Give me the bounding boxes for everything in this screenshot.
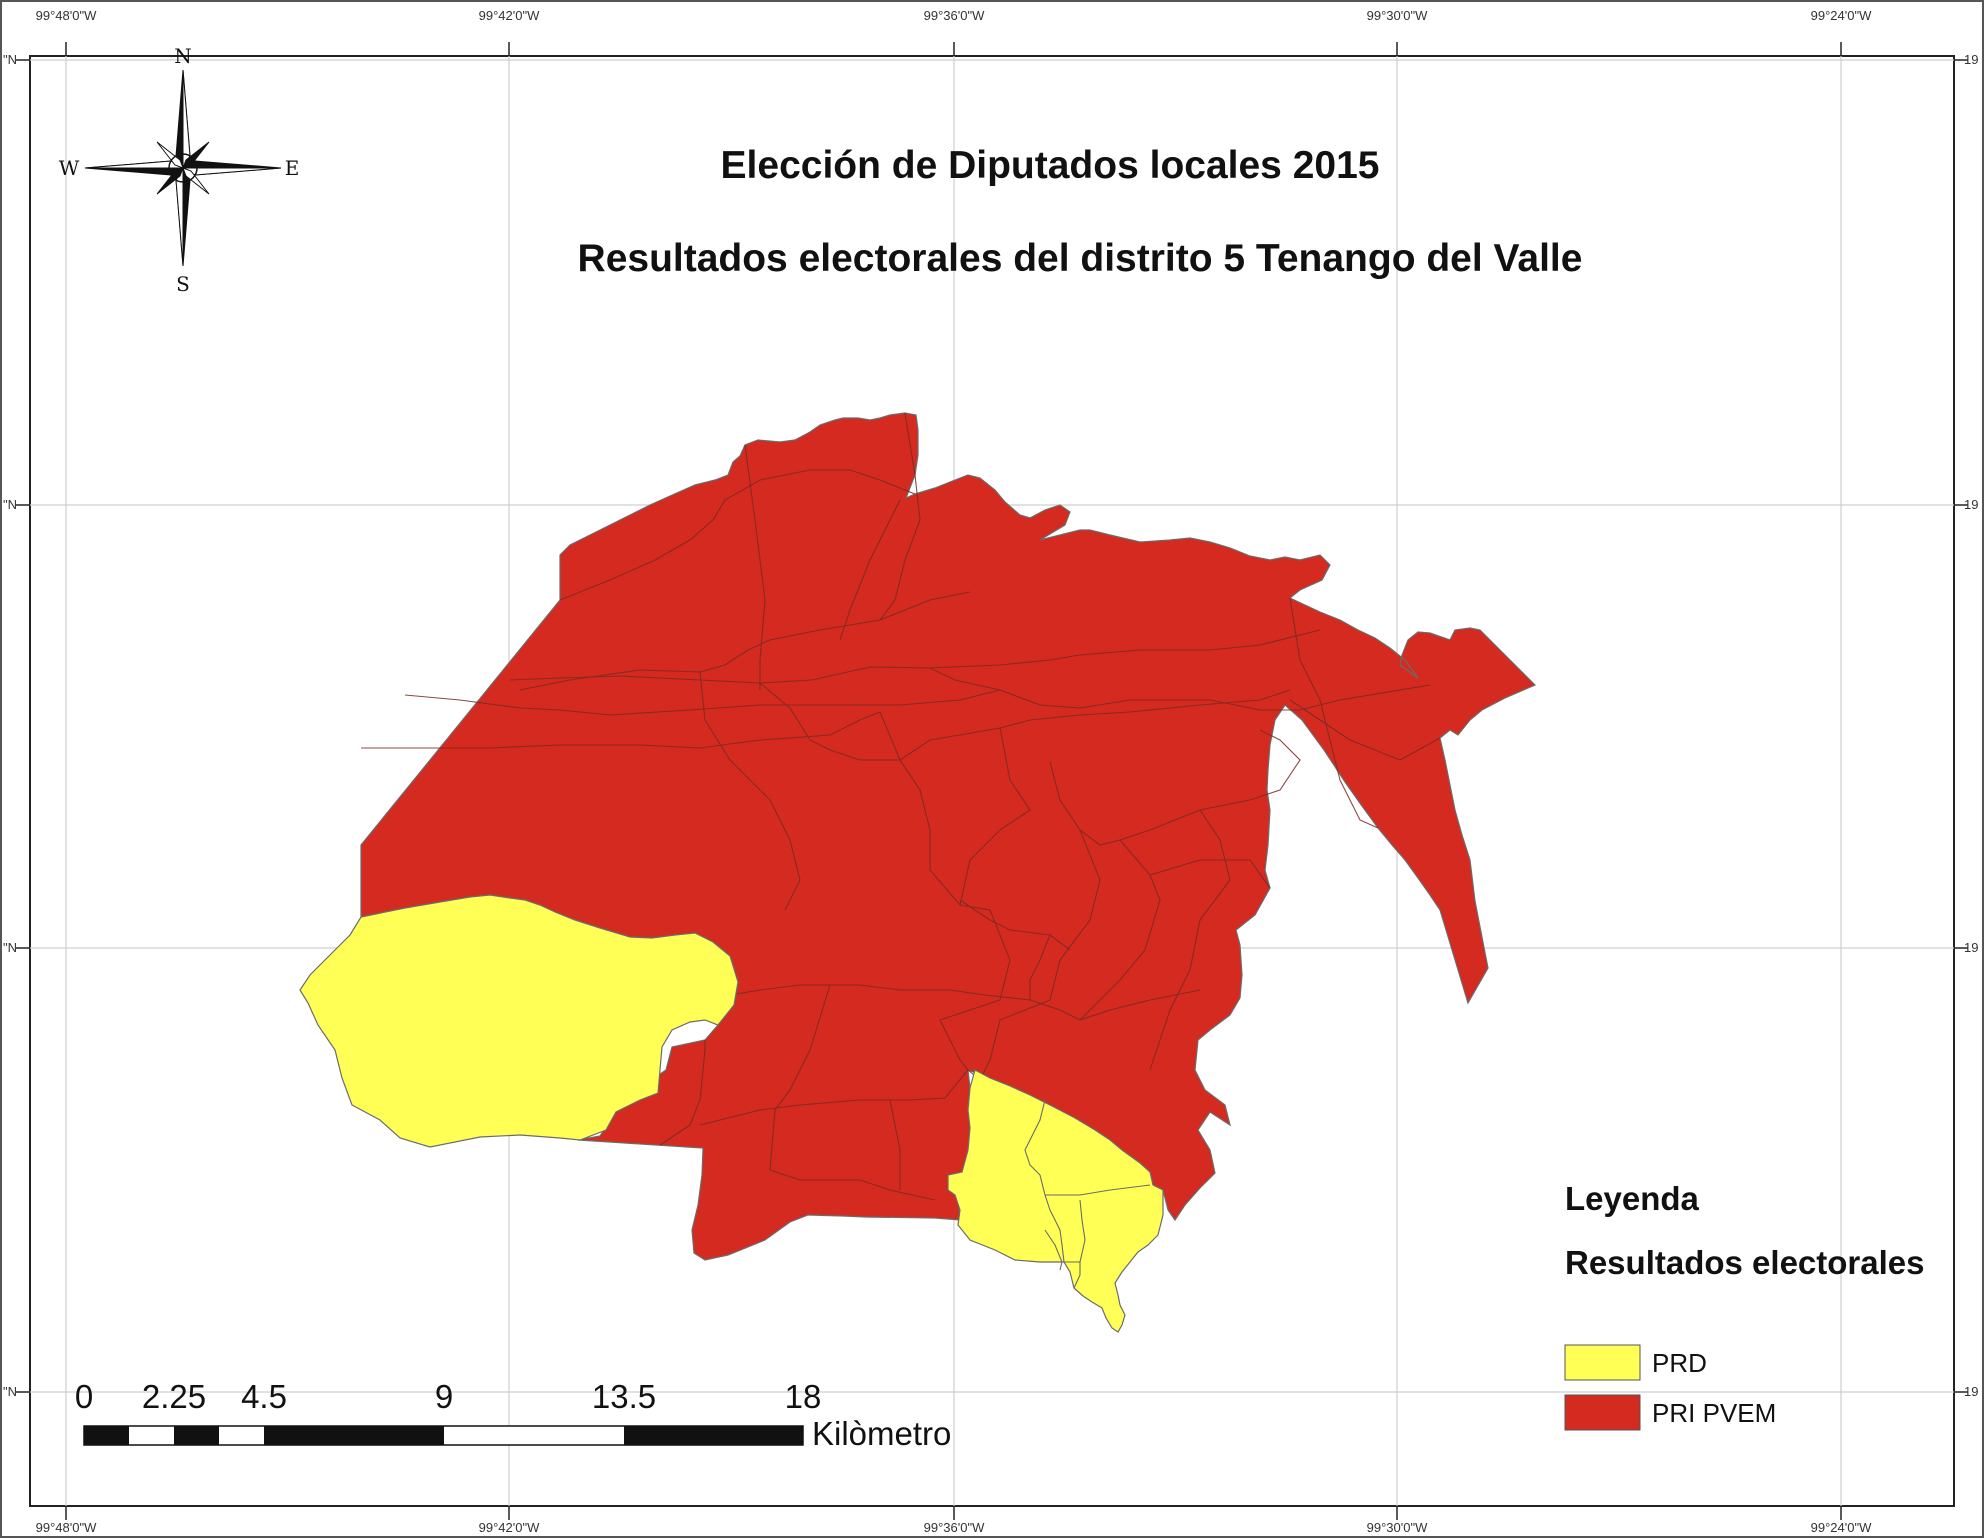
coord-label-top: 99°48'0"W xyxy=(36,8,97,23)
coord-label-bottom: 99°30'0"W xyxy=(1367,1520,1428,1535)
legend-swatch-prd xyxy=(1564,1344,1641,1381)
coord-label-right: 19 xyxy=(1964,497,1978,512)
compass-rose-icon: N S E W xyxy=(59,44,300,296)
district-region-prd-west xyxy=(299,894,739,1148)
map-title: Elección de Diputados locales 2015 xyxy=(721,144,1380,187)
compass-north: N xyxy=(174,44,192,68)
coord-label-bottom: 99°48'0"W xyxy=(36,1520,97,1535)
scale-tick-label: 13.5 xyxy=(592,1378,656,1415)
legend-subheading: Resultados electorales xyxy=(1565,1244,1925,1281)
compass-east: E xyxy=(285,156,300,180)
coord-label-left: "N xyxy=(3,52,17,67)
scale-tick-label: 0 xyxy=(75,1378,93,1415)
coord-label-top: 99°36'0"W xyxy=(924,8,985,23)
coord-label-right: 19 xyxy=(1964,52,1978,67)
coord-label-bottom: 99°36'0"W xyxy=(924,1520,985,1535)
scale-tick-label: 18 xyxy=(785,1378,822,1415)
coord-label-bottom: 99°42'0"W xyxy=(479,1520,540,1535)
legend-swatch-pri-pvem xyxy=(1564,1394,1641,1431)
municipal-boundaries xyxy=(361,412,1441,1201)
district-region-prd-southeast xyxy=(947,1069,1164,1333)
graticule-bottom-labels: 99°48'0"W 99°42'0"W 99°36'0"W 99°30'0"W … xyxy=(36,1520,1872,1535)
scale-bar: 0 2.25 4.5 9 13.5 18 Kilòmetro xyxy=(75,1378,952,1452)
compass-west: W xyxy=(59,156,80,180)
legend: Leyenda Resultados electorales PRD PRI P… xyxy=(1564,1180,1925,1431)
compass-south: S xyxy=(176,272,190,296)
graticule-right-labels: 19 19 19 19 xyxy=(1964,52,1978,1399)
coord-label-top: 99°42'0"W xyxy=(479,8,540,23)
prd-internal-boundaries xyxy=(1024,1099,1151,1289)
coord-label-top: 99°24'0"W xyxy=(1811,8,1872,23)
coord-label-left: "N xyxy=(3,940,17,955)
coord-label-right: 19 xyxy=(1964,1384,1978,1399)
legend-label-prd: PRD xyxy=(1652,1348,1707,1378)
district-region-pri-pvem xyxy=(360,412,1537,1261)
graticule-top-labels: 99°48'0"W 99°42'0"W 99°36'0"W 99°30'0"W … xyxy=(36,8,1872,23)
coord-label-left: "N xyxy=(3,497,17,512)
legend-label-pri-pvem: PRI PVEM xyxy=(1652,1398,1776,1428)
scale-tick-label: 4.5 xyxy=(241,1378,287,1415)
legend-heading: Leyenda xyxy=(1565,1180,1700,1217)
coord-label-top: 99°30'0"W xyxy=(1367,8,1428,23)
coord-label-right: 19 xyxy=(1964,940,1978,955)
graticule-left-labels: "N "N "N "N xyxy=(3,52,17,1399)
map-neatline xyxy=(29,55,1955,1507)
scale-unit: Kilòmetro xyxy=(812,1415,951,1452)
scale-tick-label: 2.25 xyxy=(142,1378,206,1415)
scale-tick-label: 9 xyxy=(435,1378,453,1415)
coord-label-bottom: 99°24'0"W xyxy=(1811,1520,1872,1535)
coord-label-left: "N xyxy=(3,1384,17,1399)
map-subtitle: Resultados electorales del distrito 5 Te… xyxy=(578,237,1583,280)
